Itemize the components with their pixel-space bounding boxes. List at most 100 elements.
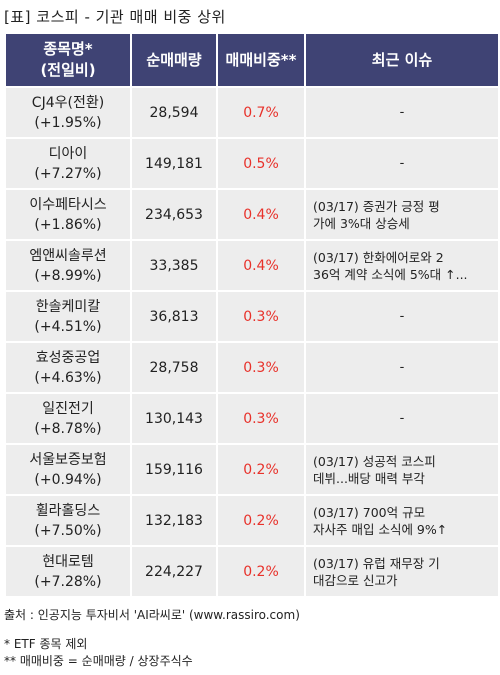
issue-line-1: (03/17) 성공적 코스피	[313, 453, 436, 469]
issue-cell: -	[306, 394, 498, 443]
stock-change: (+1.95%)	[34, 114, 102, 131]
stock-name-cell: 이수페타시스 (+1.86%)	[6, 190, 130, 239]
ratio-cell: 0.2%	[218, 445, 304, 494]
net-volume: 159,116	[145, 461, 203, 478]
issue-line-2: 36억 계약 소식에 5%대 ↑...	[313, 266, 468, 282]
stock-name: 현대로템	[42, 553, 94, 570]
issue-line-1: (03/17) 증권가 긍정 평	[313, 198, 440, 214]
trading-ratio: 0.2%	[243, 563, 279, 580]
net-volume: 224,227	[145, 563, 203, 580]
ratio-cell: 0.3%	[218, 292, 304, 341]
net-volume: 28,594	[149, 104, 199, 121]
net-volume-cell: 33,385	[132, 241, 216, 290]
net-volume: 149,181	[145, 155, 203, 172]
stock-name-cell: 디아이 (+7.27%)	[6, 139, 130, 188]
issue-line-1: (03/17) 유럽 재무장 기	[313, 555, 440, 571]
ratio-cell: 0.3%	[218, 394, 304, 443]
ratio-cell: 0.2%	[218, 496, 304, 545]
ratio-cell: 0.3%	[218, 343, 304, 392]
net-volume: 234,653	[145, 206, 203, 223]
stock-change: (+8.78%)	[34, 420, 102, 437]
institution-trading-table: 종목명* (전일비) 순매매량 매매비중** 최근 이슈 CJ4우(전환) (+1…	[6, 34, 498, 596]
issue-empty: -	[399, 156, 405, 171]
trading-ratio: 0.2%	[243, 512, 279, 529]
stock-name: 엠앤씨솔루션	[29, 247, 107, 264]
trading-ratio: 0.2%	[243, 461, 279, 478]
table-title: [표] 코스피 - 기관 매매 비중 상위	[4, 8, 226, 26]
issue-cell: (03/17) 유럽 재무장 기 대감으로 신고가	[306, 547, 498, 596]
stock-name-cell: 현대로템 (+7.28%)	[6, 547, 130, 596]
stock-change: (+4.51%)	[34, 318, 102, 335]
issue-line-2: 데뷔...배당 매력 부각	[313, 470, 425, 486]
stock-name-cell: 엠앤씨솔루션 (+8.99%)	[6, 241, 130, 290]
stock-name-cell: 휠라홀딩스 (+7.50%)	[6, 496, 130, 545]
issue-cell: -	[306, 88, 498, 137]
stock-name-cell: CJ4우(전환) (+1.95%)	[6, 88, 130, 137]
issue-empty: -	[399, 309, 405, 324]
issue-text: (03/17) 성공적 코스피 데뷔...배당 매력 부각	[313, 453, 491, 487]
stock-change: (+7.27%)	[34, 165, 102, 182]
stock-name: CJ4우(전환)	[31, 94, 105, 111]
net-volume: 28,758	[149, 359, 199, 376]
trading-ratio: 0.3%	[243, 410, 279, 427]
net-volume: 130,143	[145, 410, 203, 427]
stock-change: (+1.86%)	[34, 216, 102, 233]
issue-line-2: 자사주 매입 소식에 9%↑	[313, 521, 448, 537]
source-note: 출처 : 인공지능 투자비서 'AI라씨로' (www.rassiro.com)	[4, 608, 300, 622]
stock-name: 서울보증보험	[29, 451, 107, 468]
trading-ratio: 0.3%	[243, 308, 279, 325]
issue-empty: -	[399, 360, 405, 375]
issue-cell: (03/17) 성공적 코스피 데뷔...배당 매력 부각	[306, 445, 498, 494]
issue-text: (03/17) 증권가 긍정 평 가에 3%대 상승세	[313, 198, 491, 232]
ratio-cell: 0.7%	[218, 88, 304, 137]
ratio-cell: 0.2%	[218, 547, 304, 596]
net-volume-cell: 149,181	[132, 139, 216, 188]
net-volume-cell: 234,653	[132, 190, 216, 239]
issue-line-1: (03/17) 700억 규모	[313, 504, 426, 520]
trading-ratio: 0.4%	[243, 206, 279, 223]
stock-change: (+7.28%)	[34, 573, 102, 590]
net-volume: 132,183	[145, 512, 203, 529]
net-volume-cell: 28,594	[132, 88, 216, 137]
header-net-volume: 순매매량	[132, 34, 216, 86]
issue-line-1: (03/17) 한화에어로와 2	[313, 249, 444, 265]
net-volume-cell: 36,813	[132, 292, 216, 341]
stock-name-cell: 서울보증보험 (+0.94%)	[6, 445, 130, 494]
stock-change: (+7.50%)	[34, 522, 102, 539]
stock-name: 일진전기	[42, 400, 94, 417]
issue-cell: -	[306, 139, 498, 188]
stock-name: 디아이	[48, 145, 88, 162]
net-volume-cell: 28,758	[132, 343, 216, 392]
ratio-cell: 0.5%	[218, 139, 304, 188]
header-name: 종목명* (전일비)	[6, 34, 130, 86]
stock-name-cell: 효성중공업 (+4.63%)	[6, 343, 130, 392]
header-ratio: 매매비중**	[218, 34, 304, 86]
issue-cell: -	[306, 343, 498, 392]
ratio-cell: 0.4%	[218, 190, 304, 239]
footnote-etf: * ETF 종목 제외	[4, 637, 88, 651]
trading-ratio: 0.4%	[243, 257, 279, 274]
stock-name: 한솔케미칼	[35, 298, 101, 315]
stock-change: (+4.63%)	[34, 369, 102, 386]
issue-line-2: 대감으로 신고가	[313, 572, 398, 588]
stock-change: (+0.94%)	[34, 471, 102, 488]
issue-line-2: 가에 3%대 상승세	[313, 215, 410, 231]
issue-cell: (03/17) 증권가 긍정 평 가에 3%대 상승세	[306, 190, 498, 239]
stock-change: (+8.99%)	[34, 267, 102, 284]
trading-ratio: 0.5%	[243, 155, 279, 172]
net-volume-cell: 132,183	[132, 496, 216, 545]
header-name-line1: 종목명*	[43, 40, 93, 58]
trading-ratio: 0.7%	[243, 104, 279, 121]
header-issue: 최근 이슈	[306, 34, 498, 86]
stock-name: 이수페타시스	[29, 196, 107, 213]
net-volume: 36,813	[149, 308, 199, 325]
issue-empty: -	[399, 105, 405, 120]
issue-text: (03/17) 유럽 재무장 기 대감으로 신고가	[313, 555, 491, 589]
stock-name-cell: 일진전기 (+8.78%)	[6, 394, 130, 443]
issue-empty: -	[399, 411, 405, 426]
stock-name: 휠라홀딩스	[35, 502, 101, 519]
footnote-ratio: ** 매매비중 = 순매매량 / 상장주식수	[4, 654, 193, 668]
trading-ratio: 0.3%	[243, 359, 279, 376]
net-volume-cell: 130,143	[132, 394, 216, 443]
issue-text: (03/17) 한화에어로와 2 36억 계약 소식에 5%대 ↑...	[313, 249, 491, 283]
